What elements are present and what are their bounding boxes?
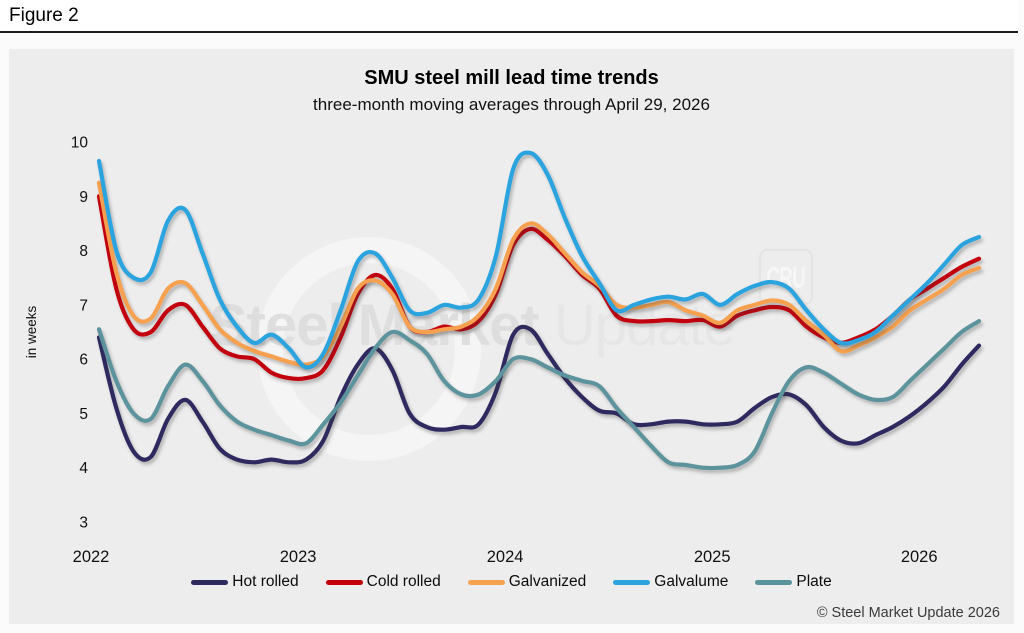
figure-label: Figure 2 — [9, 5, 79, 26]
legend-label: Plate — [796, 573, 832, 590]
legend-label: Cold rolled — [366, 573, 441, 590]
chart-title: SMU steel mill lead time trends — [364, 67, 659, 89]
y-tick-label: 4 — [79, 460, 88, 477]
y-tick-label: 7 — [79, 297, 88, 314]
chart-legend: Hot rolled Cold rolled Galvanized Galvalume… — [9, 573, 1014, 591]
legend-label: Galvanized — [508, 573, 587, 590]
y-tick-label: 9 — [79, 189, 88, 206]
legend-item-plate: Plate — [755, 573, 832, 591]
chart-subtitle: three-month moving averages through Apri… — [313, 95, 710, 114]
copyright-text: © Steel Market Update 2026 — [816, 605, 1000, 621]
legend-item-hot-rolled: Hot rolled — [191, 573, 299, 591]
x-tick-label: 2023 — [280, 548, 317, 566]
legend-item-galvanized: Galvanized — [467, 573, 587, 591]
legend-swatch — [467, 579, 505, 585]
legend-item-galvalume: Galvalume — [613, 573, 728, 591]
y-tick-label: 8 — [79, 243, 88, 260]
chart-panel: Steel Market Update CRU SMU steel mill l… — [7, 47, 1016, 626]
y-tick-label: 3 — [79, 515, 88, 532]
series-line-hot-rolled — [96, 324, 982, 465]
lead-time-line-chart: 3 4 5 6 7 8 9 10 in weeks 2022 2023 2024 2025 2026 — [24, 135, 982, 566]
legend-swatch — [191, 579, 229, 585]
x-tick-label: 2026 — [901, 548, 938, 566]
series-line-plate — [96, 319, 982, 471]
y-tick-label: 10 — [71, 135, 89, 152]
y-tick-label: 6 — [79, 352, 88, 369]
legend-label: Hot rolled — [232, 573, 299, 590]
x-tick-label: 2022 — [73, 548, 110, 566]
legend-label: Galvalume — [654, 573, 729, 590]
legend-swatch — [613, 579, 651, 585]
series-line-galvalume — [96, 150, 982, 370]
x-tick-label: 2024 — [487, 548, 524, 566]
legend-swatch — [755, 579, 793, 585]
x-tick-label: 2025 — [694, 548, 731, 566]
y-axis-label: in weeks — [24, 305, 39, 358]
y-tick-label: 5 — [79, 406, 88, 423]
legend-swatch — [325, 579, 363, 585]
figure-header: Figure 2 — [0, 0, 1018, 33]
series-line-galvanized — [96, 180, 982, 367]
legend-item-cold-rolled: Cold rolled — [325, 573, 441, 591]
